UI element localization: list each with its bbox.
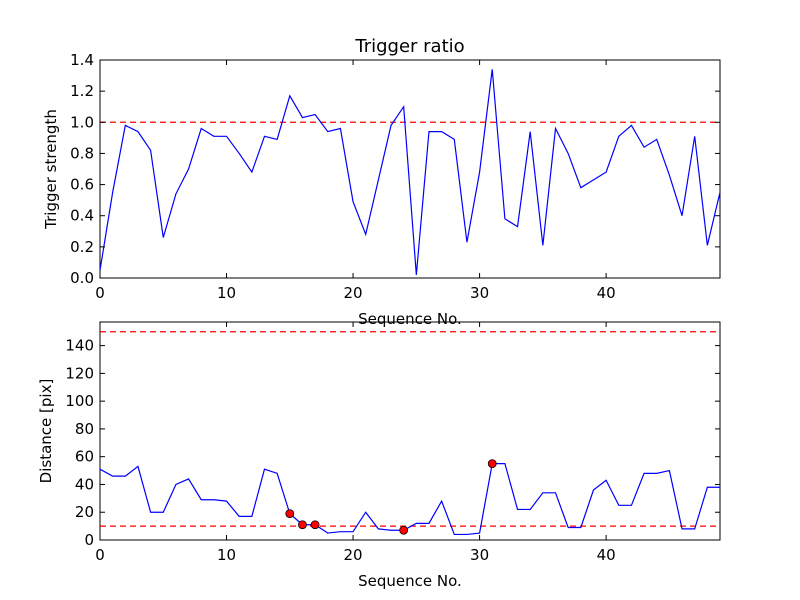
y-tick-label: 140 — [65, 337, 94, 355]
y-tick-label: 20 — [75, 503, 94, 521]
distance-chart: 0 10 20 30 40 0 20 40 60 80 100 120 140 Sequence No. D… — [37, 321, 721, 590]
plot-frame — [99, 321, 721, 541]
data-point-marker — [285, 509, 295, 519]
x-axis-label: Sequence No. — [358, 310, 462, 328]
x-tick-label: 30 — [470, 546, 489, 564]
x-tick-label: 10 — [217, 284, 236, 302]
y-axis-label: Trigger strength — [42, 109, 60, 230]
y-tick-label: 1.0 — [70, 113, 94, 131]
data-point-marker — [399, 525, 409, 535]
series-line — [99, 69, 721, 275]
x-tick-label: 40 — [597, 284, 616, 302]
y-tick-label: 1.4 — [70, 51, 94, 69]
plot-frame — [99, 59, 721, 279]
x-tick-label: 0 — [95, 284, 105, 302]
y-tick-label: 60 — [75, 448, 94, 466]
y-tick-label: 80 — [75, 420, 94, 438]
x-axis-label: Sequence No. — [358, 572, 462, 590]
x-tick-label: 30 — [470, 284, 489, 302]
chart-title: Trigger ratio — [354, 36, 464, 57]
data-point-marker — [298, 520, 307, 530]
x-tick-label: 40 — [597, 546, 616, 564]
x-tick-label: 20 — [344, 546, 363, 564]
y-tick-label: 0.2 — [70, 238, 94, 256]
y-tick-label: 0 — [84, 531, 94, 549]
y-tick-label: 0.4 — [70, 207, 94, 225]
y-tick-label: 100 — [65, 392, 94, 410]
y-tick-label: 1.2 — [70, 82, 94, 100]
y-tick-label: 0.6 — [70, 176, 94, 194]
x-tick-label: 10 — [217, 546, 236, 564]
trigger-ratio-chart: 0 10 20 30 40 0.0 0.2 0.4 0.6 0.8 1.0 1.2 1.4 Sequenc… — [42, 36, 721, 328]
x-tick-label: 20 — [344, 284, 363, 302]
y-tick-label: 40 — [75, 475, 94, 493]
y-axis-label: Distance [pix] — [37, 379, 55, 484]
y-tick-label: 120 — [65, 364, 94, 382]
data-point-marker — [310, 520, 320, 530]
y-tick-label: 0.8 — [70, 144, 94, 162]
series-line — [99, 463, 720, 536]
y-tick-label: 0.0 — [70, 269, 94, 287]
data-point-marker — [487, 459, 497, 469]
x-tick-label: 0 — [95, 546, 105, 564]
